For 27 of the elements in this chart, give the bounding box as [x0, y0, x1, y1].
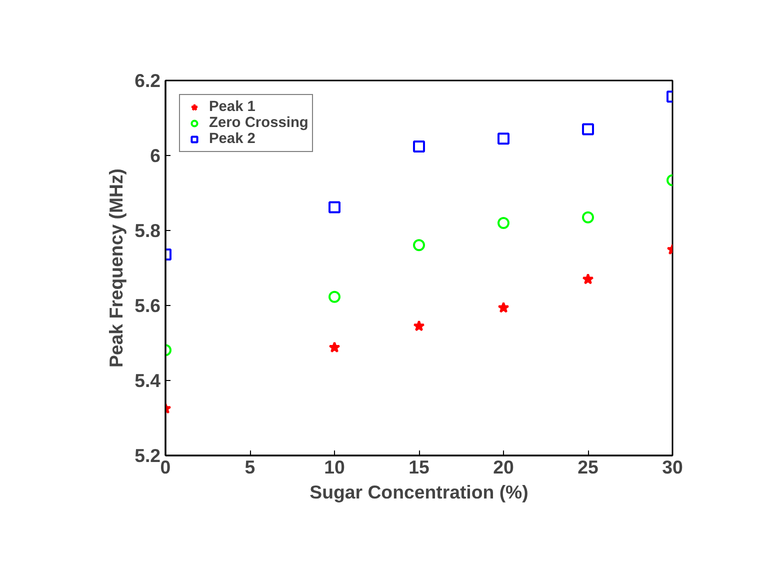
x-tick-label: 30	[662, 456, 683, 478]
x-tick-label: 5	[244, 456, 256, 478]
point	[328, 290, 340, 303]
x-tick-label: 20	[493, 456, 514, 478]
point	[328, 201, 340, 214]
y-tick-label: 5.6	[134, 295, 161, 316]
point	[413, 239, 425, 252]
point	[498, 132, 510, 145]
y-axis-title: Peak Frequency (MHz)	[106, 168, 127, 368]
point	[413, 140, 425, 152]
point	[498, 217, 510, 229]
x-tick-label: 15	[408, 456, 430, 478]
x-tick-label: 10	[324, 456, 345, 478]
x-tick-label: 25	[578, 456, 598, 478]
legend-label: Peak 1	[209, 99, 256, 115]
point	[498, 302, 510, 313]
legend-label: Peak 2	[209, 131, 256, 147]
legend-label: Zero Crossing	[209, 115, 308, 131]
x-axis-title: Sugar Concentration (%)	[310, 482, 528, 502]
y-tick-label: 6	[150, 145, 161, 166]
y-tick-label: 5.2	[134, 445, 161, 466]
y-tick-label: 6.2	[134, 70, 161, 91]
point	[413, 320, 425, 332]
y-tick-label: 5.8	[134, 220, 161, 241]
point	[328, 342, 340, 353]
y-tick-label: 5.4	[134, 370, 162, 391]
x-tick-label: 0	[160, 456, 171, 478]
